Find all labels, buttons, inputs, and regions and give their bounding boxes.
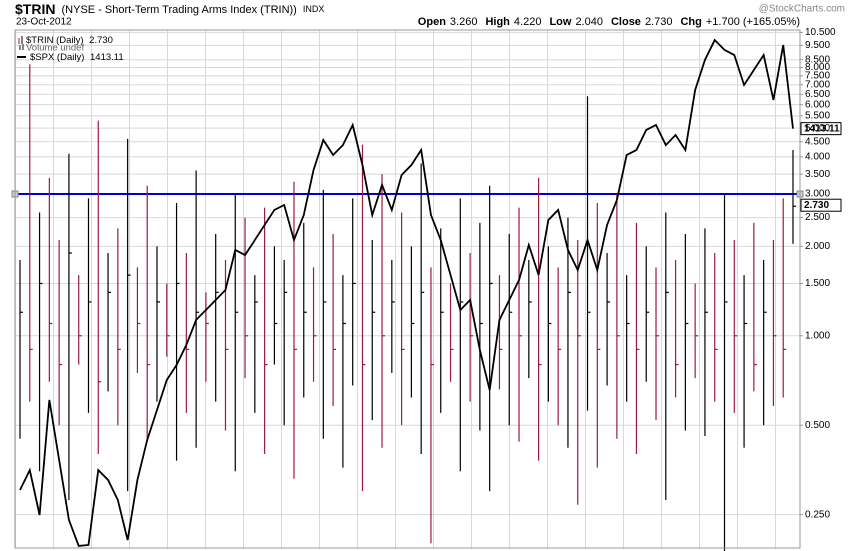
- legend-value: 2.730: [89, 35, 113, 46]
- y-tick-label: 4.000: [805, 152, 830, 163]
- y-tick-label: 1.500: [805, 278, 830, 289]
- quote-change-pct: (+165.05%): [743, 16, 800, 28]
- legend-swatch: [22, 44, 24, 50]
- subtitle: (NYSE - Short-Term Trading Arms Index (T…: [62, 4, 297, 16]
- y-tick-label: 9.500: [805, 40, 830, 51]
- legend-name: $SPX (Daily): [30, 52, 84, 63]
- legend-entry: Volume undef: [26, 43, 84, 54]
- trin-last-tag: 2.730: [804, 200, 829, 211]
- marks: [11, 38, 804, 551]
- quote-value: +1.700: [706, 16, 740, 28]
- spx-last-tag-box: [800, 122, 842, 136]
- y-tick-label: 7.000: [805, 79, 830, 90]
- credit: @StockCharts.com: [759, 4, 845, 15]
- quote-label: Low: [549, 16, 571, 28]
- quote-value: 4.220: [514, 16, 542, 28]
- y-tick-label: 2.500: [805, 212, 830, 223]
- y-tick-label: 5.000: [805, 123, 830, 134]
- y-tick-label: 10.500: [805, 27, 836, 38]
- y-tick-label: 8.500: [805, 54, 830, 65]
- trin-last-tag-box: [800, 198, 842, 212]
- legend-swatch: [19, 45, 21, 50]
- quote-label: Chg: [680, 16, 701, 28]
- y-tick-label: 2.000: [805, 241, 830, 252]
- header: $TRIN (NYSE - Short-Term Trading Arms In…: [15, 1, 324, 17]
- exchange: INDX: [303, 4, 325, 14]
- quote-value: 2.730: [645, 16, 673, 28]
- y-tick-label: 0.500: [805, 420, 830, 431]
- quote-value: 3.260: [450, 16, 478, 28]
- y-tick-label: 5.500: [805, 110, 830, 121]
- y-tick-label: 6.000: [805, 99, 830, 110]
- quote-label: High: [485, 16, 510, 28]
- y-tick-label: 4.500: [805, 136, 830, 147]
- legend-value: 1413.11: [90, 52, 124, 63]
- plot-frame: [14, 29, 801, 549]
- y-tick-label: 7.500: [805, 70, 830, 81]
- quote: Open 3.260 High 4.220 Low 2.040 Close 2.730 Chg +…: [418, 16, 800, 28]
- date: 23-Oct-2012: [16, 17, 72, 28]
- quote-label: Close: [611, 16, 641, 28]
- legend-entry: $TRIN (Daily) 2.730: [26, 35, 113, 46]
- quote-label: Open: [418, 16, 446, 28]
- y-tick-label: 6.500: [805, 89, 830, 100]
- y-tick-label: 8.000: [805, 62, 830, 73]
- y-tick-label: 0.250: [805, 509, 830, 520]
- legend-entry: $SPX (Daily) 1413.11: [30, 52, 124, 63]
- y-tick-label: 3.500: [805, 169, 830, 180]
- plot-grid-pattern: [15, 30, 800, 548]
- y-tick-label: 3.000: [805, 189, 830, 200]
- legend: $TRIN (Daily) 2.730 Volume undef $SPX (D…: [17, 35, 124, 63]
- y-tick-label: 1.000: [805, 330, 830, 341]
- price-tags: 1413.11 2.730: [800, 122, 842, 212]
- legend-name: $TRIN (Daily): [26, 35, 84, 46]
- spx-last-tag: 1413.11: [804, 123, 840, 134]
- quote-value: 2.040: [575, 16, 603, 28]
- spx-line: [19, 38, 794, 547]
- grid: [15, 31, 803, 516]
- title: $TRIN: [15, 1, 55, 17]
